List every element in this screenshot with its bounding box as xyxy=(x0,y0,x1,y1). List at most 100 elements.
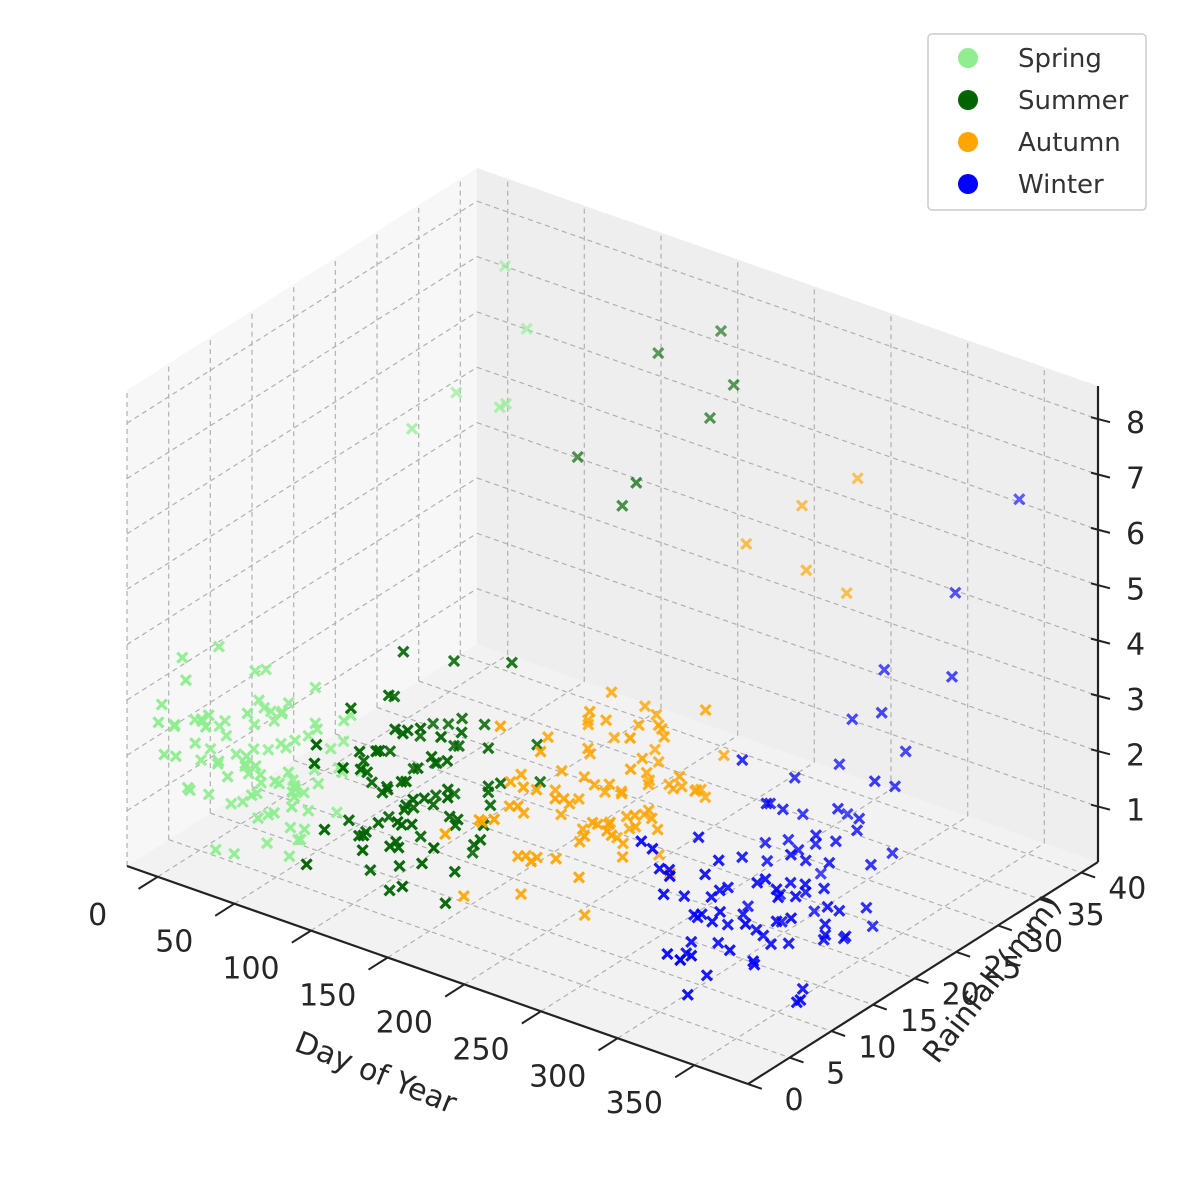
data-point-winter xyxy=(736,850,749,864)
data-point-autumn xyxy=(615,787,628,800)
grid-line-z xyxy=(476,256,1099,476)
data-point-spring xyxy=(302,804,315,817)
z-tick-mark xyxy=(1090,416,1111,424)
data-point-winter xyxy=(782,833,795,846)
data-point-spring xyxy=(450,386,463,399)
x-tick-mark xyxy=(444,983,465,998)
data-point-summer xyxy=(434,730,448,744)
grid-line-x xyxy=(233,681,585,905)
data-point-spring xyxy=(245,789,258,802)
data-point-autumn xyxy=(494,720,507,733)
grid-line-y xyxy=(293,759,915,979)
data-point-summer xyxy=(427,798,440,811)
data-point-summer xyxy=(494,777,507,790)
data-point-autumn xyxy=(603,778,616,791)
data-point-winter xyxy=(819,928,832,942)
data-point-summer xyxy=(441,754,454,768)
data-point-autumn xyxy=(598,785,612,799)
data-point-autumn xyxy=(504,775,517,789)
data-point-winter xyxy=(759,872,772,886)
data-point-spring xyxy=(330,806,344,819)
data-point-autumn xyxy=(650,708,663,721)
data-point-autumn xyxy=(578,770,591,784)
data-point-spring xyxy=(282,766,295,779)
data-point-autumn xyxy=(578,829,591,843)
data-point-winter xyxy=(949,586,962,599)
data-point-autumn xyxy=(851,472,864,485)
data-point-winter xyxy=(866,920,879,933)
legend-label-winter: Winter xyxy=(1018,170,1104,200)
data-point-winter xyxy=(721,918,734,931)
data-point-spring xyxy=(267,806,281,820)
data-point-summer xyxy=(571,450,584,464)
y-tick-label: 15 xyxy=(900,1004,938,1039)
data-point-spring xyxy=(225,797,238,810)
data-point-winter xyxy=(790,996,803,1009)
x-tick-label: 350 xyxy=(606,1086,663,1121)
data-point-winter xyxy=(868,775,881,788)
y-tick-mark xyxy=(830,1030,846,1037)
data-point-spring xyxy=(236,795,249,808)
data-point-winter xyxy=(747,955,760,968)
data-point-winter xyxy=(819,918,832,931)
x-tick-label: 0 xyxy=(88,898,107,933)
z-tick-label: 2 xyxy=(1126,738,1145,773)
z-tick-label: 6 xyxy=(1126,517,1145,552)
data-point-autumn xyxy=(663,778,676,791)
legend-marker-summer xyxy=(958,90,978,110)
data-point-summer xyxy=(474,833,487,847)
grid-line-z xyxy=(126,366,478,590)
data-point-summer xyxy=(357,829,370,842)
z-tick-label: 4 xyxy=(1126,628,1145,663)
z-tick-label: 8 xyxy=(1126,406,1145,441)
data-point-summer xyxy=(357,754,370,768)
grid-line-z xyxy=(476,311,1099,531)
data-point-autumn xyxy=(658,730,671,744)
data-point-winter xyxy=(635,835,648,848)
data-point-summer xyxy=(439,897,452,910)
data-point-autumn xyxy=(640,766,653,779)
data-point-spring xyxy=(168,720,181,733)
data-point-spring xyxy=(324,742,337,755)
data-point-winter xyxy=(878,663,891,676)
data-point-spring xyxy=(239,760,252,773)
data-point-winter xyxy=(792,843,805,857)
data-point-spring xyxy=(251,811,265,825)
data-point-spring xyxy=(155,698,168,711)
grid-line-y xyxy=(168,839,790,1059)
data-point-spring xyxy=(302,729,315,742)
z-tick-mark xyxy=(1090,582,1111,590)
grid-line-y xyxy=(251,786,874,1006)
data-point-winter xyxy=(875,706,888,719)
data-point-summer xyxy=(391,815,404,829)
data-point-autumn xyxy=(572,871,586,884)
data-point-summer xyxy=(616,499,629,512)
data-point-summer xyxy=(383,745,397,758)
data-point-spring xyxy=(284,821,297,834)
data-point-autumn xyxy=(555,764,568,778)
data-point-autumn xyxy=(514,887,528,901)
data-point-summer xyxy=(482,741,495,755)
data-point-winter xyxy=(864,858,878,871)
data-point-autumn xyxy=(608,731,621,744)
y-tick-mark xyxy=(914,977,929,985)
grid-line-y xyxy=(210,812,832,1032)
data-point-winter xyxy=(796,808,810,821)
y-tick-mark xyxy=(1080,871,1096,879)
data-point-spring xyxy=(498,259,512,273)
y-tick-mark xyxy=(997,924,1013,932)
data-point-summer xyxy=(365,776,379,789)
grid-line-x xyxy=(693,842,1045,1066)
data-point-summer xyxy=(505,656,519,669)
data-point-autumn xyxy=(581,714,595,727)
data-point-summer xyxy=(425,750,438,763)
data-point-autumn xyxy=(541,730,555,744)
data-point-spring xyxy=(252,694,266,707)
data-point-autumn xyxy=(457,889,470,903)
z-tick-mark xyxy=(1090,748,1111,756)
data-point-summer xyxy=(300,858,313,871)
data-point-summer xyxy=(727,378,740,392)
y-tick-mark xyxy=(789,1056,804,1064)
data-point-winter xyxy=(796,982,809,996)
data-point-winter xyxy=(799,854,812,867)
